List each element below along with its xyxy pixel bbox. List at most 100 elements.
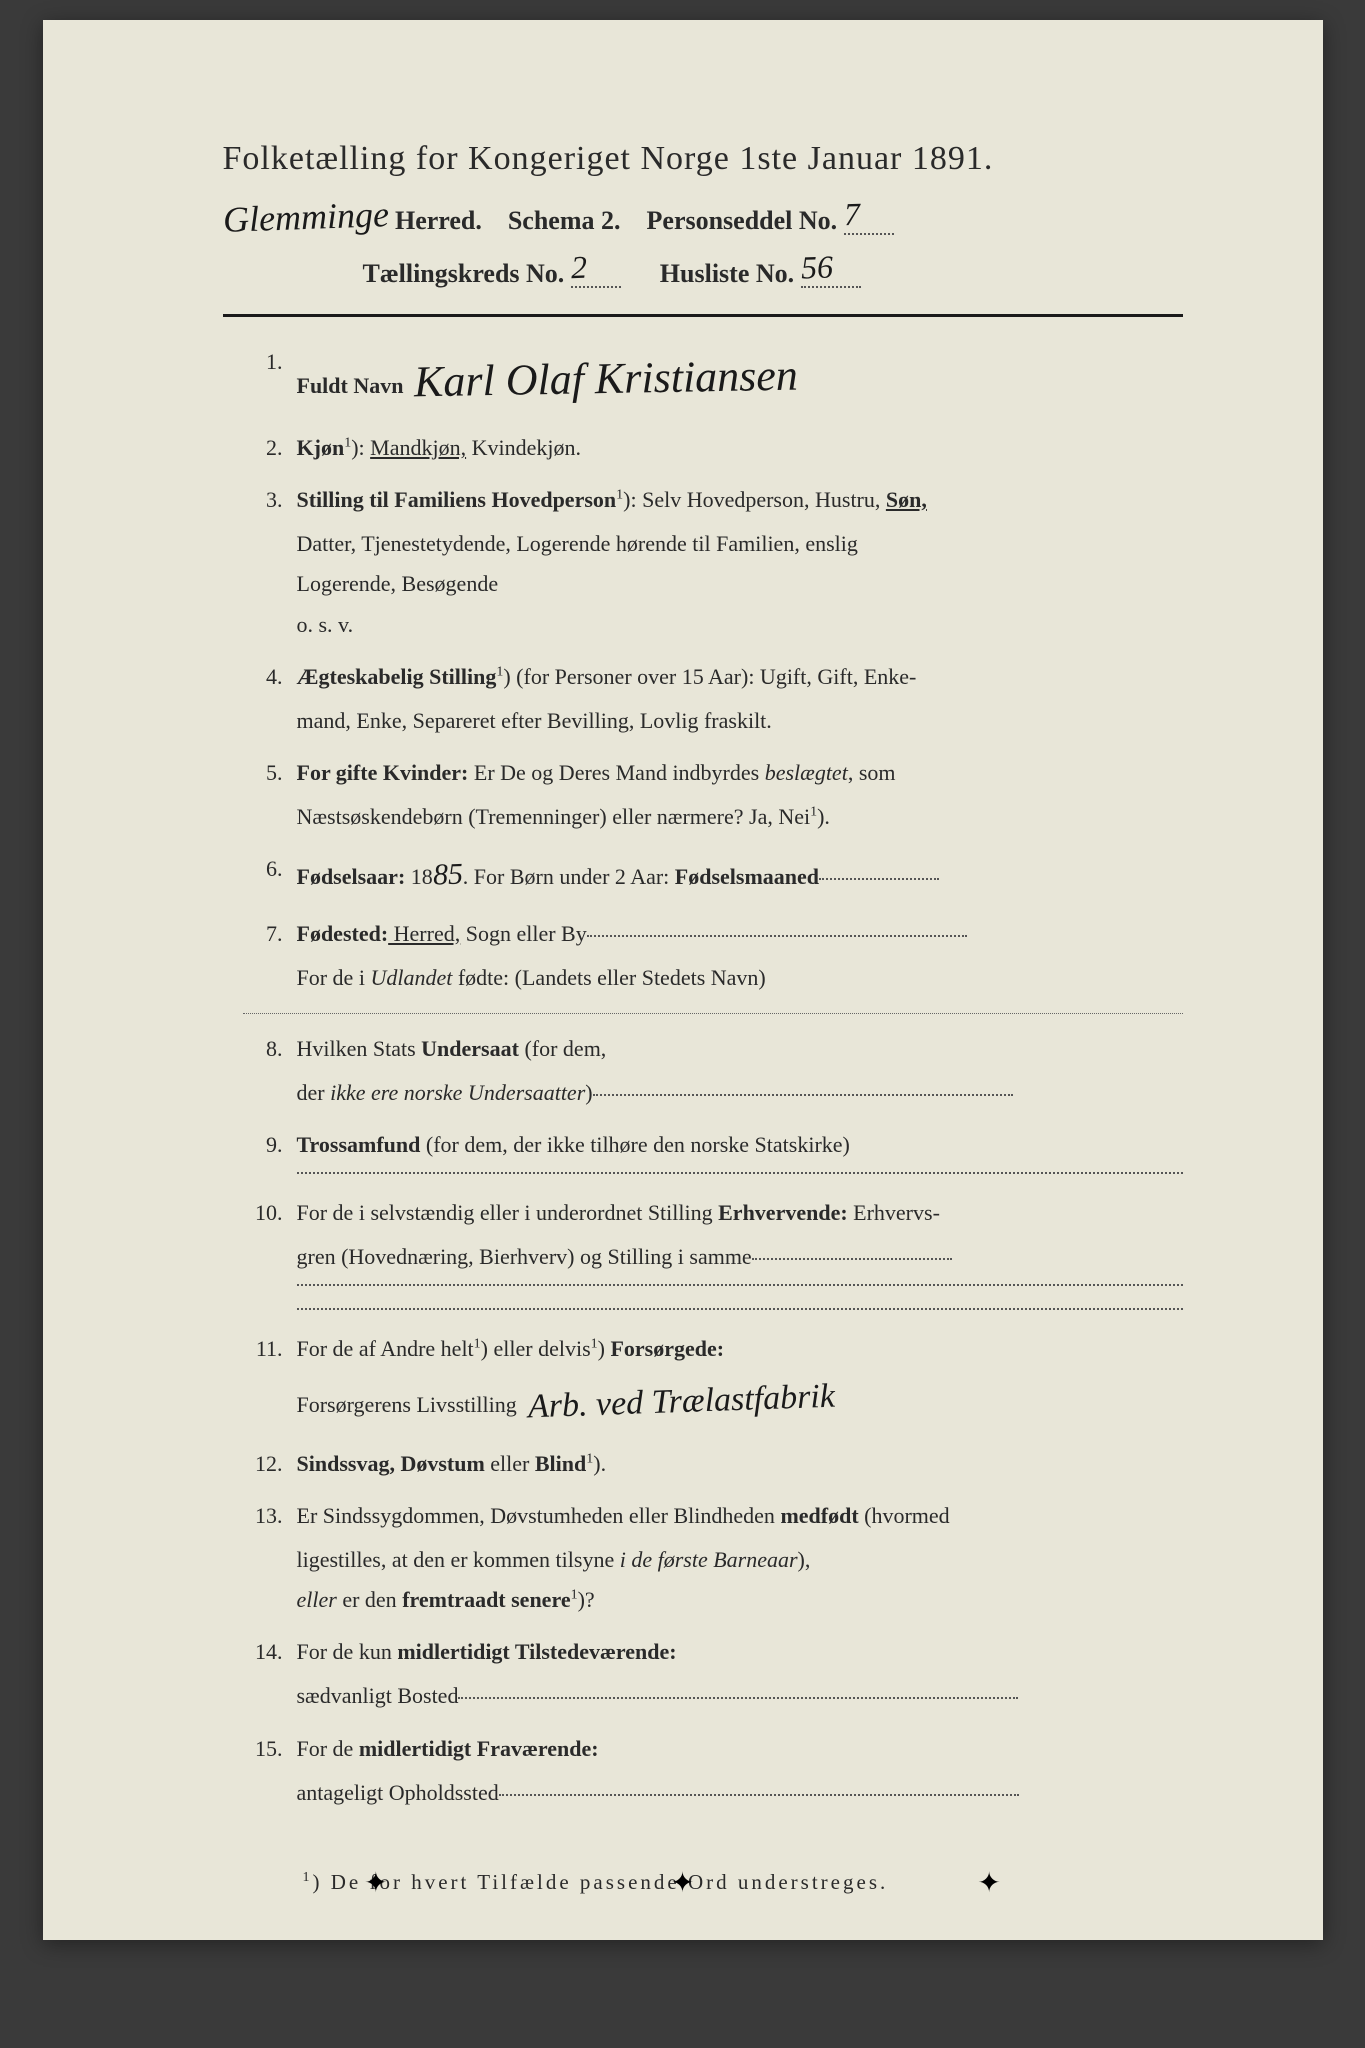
field-10-line2: gren (Hovednæring, Bierhverv) og Stillin… <box>243 1240 1183 1274</box>
field-num: 4. <box>243 660 297 694</box>
field-2: 2. Kjøn1): Mandkjøn, Kvindekjøn. <box>243 431 1183 465</box>
field-num: 5. <box>243 756 297 790</box>
post: ). <box>593 1451 606 1476</box>
line1a: For de i selvstændig eller i underordnet… <box>297 1200 719 1225</box>
field-9: 9. Trossamfund (for dem, der ikke tilhør… <box>243 1128 1183 1162</box>
mid: . For Børn under 2 Aar: <box>463 864 675 889</box>
beslaegtet: beslægtet <box>765 760 848 785</box>
section-divider-1 <box>243 1013 1183 1014</box>
kreds-line: Tællingskreds No. 2 Husliste No. 56 <box>223 253 1183 292</box>
label2: Fødselsmaaned <box>675 864 819 889</box>
line2b: ), <box>798 1547 811 1572</box>
line1b: ) eller delvis <box>481 1336 591 1361</box>
field-7: 7. Fødested: Herred, Sogn eller By <box>243 917 1183 951</box>
line1a: For de kun <box>297 1639 398 1664</box>
mid: eller <box>485 1451 535 1476</box>
field-num: 15. <box>243 1732 297 1766</box>
line1b: (hvormed <box>859 1503 950 1528</box>
blank-line <box>297 1308 1183 1310</box>
line2a: der <box>297 1080 331 1105</box>
line1: ) (for Personer over 15 Aar): Ugift, Gif… <box>503 664 916 689</box>
line2a: ligestilles, at den er kommen tilsyne <box>297 1547 620 1572</box>
mark-icon: ✦ <box>977 1866 1000 1900</box>
midl: midlertidigt Tilstedeværende: <box>397 1639 676 1664</box>
fors: Forsørgede: <box>610 1336 724 1361</box>
son-underlined: Søn, <box>886 487 927 512</box>
field-label: Sindssvag, Døvstum <box>297 1451 485 1476</box>
fremtraadt: fremtraadt senere <box>402 1587 570 1612</box>
line1a: Hvilken Stats <box>297 1036 422 1061</box>
field-num: 8. <box>243 1032 297 1066</box>
herred-label: Herred. <box>395 206 482 235</box>
field-13: 13. Er Sindssygdommen, Døvstumheden elle… <box>243 1499 1183 1533</box>
line2b: ) <box>585 1080 592 1105</box>
field-label: Kjøn <box>297 435 345 460</box>
herred-value: Glemminge <box>222 193 389 241</box>
schema-label: Schema 2. <box>508 206 621 235</box>
line1b: (for dem, <box>519 1036 606 1061</box>
kreds-label: Tællingskreds No. <box>363 259 565 288</box>
field-label: Fødested: <box>297 921 389 946</box>
field-num: 13. <box>243 1499 297 1533</box>
field-15: 15. For de midlertidigt Fraværende: <box>243 1732 1183 1766</box>
husliste-no: 56 <box>800 248 833 286</box>
post1: , som <box>848 760 896 785</box>
field-11-line2: Forsørgerens Livsstilling Arb. ved Træla… <box>243 1376 1183 1429</box>
herred-line: Glemminge Herred. Schema 2. Personseddel… <box>223 196 1183 239</box>
field-4: 4. Ægteskabelig Stilling1) (for Personer… <box>243 660 1183 694</box>
field-num: 11. <box>243 1332 297 1366</box>
midl: midlertidigt Fraværende: <box>359 1736 599 1761</box>
post: Sogn eller By <box>460 921 587 946</box>
field-12: 12. Sindssvag, Døvstum eller Blind1). <box>243 1447 1183 1481</box>
kvindekjon: Kvindekjøn. <box>472 435 581 460</box>
field-label: Ægteskabelig Stilling <box>297 664 497 689</box>
form-header: Folketælling for Kongeriget Norge 1ste J… <box>223 140 1183 317</box>
line1: (for dem, der ikke tilhøre den norske St… <box>420 1132 849 1157</box>
ide: i de første Barneaar <box>620 1547 798 1572</box>
mark-icon: ✦ <box>671 1866 694 1900</box>
field-num: 12. <box>243 1447 297 1481</box>
udlandet: Udlandet <box>370 965 452 990</box>
line3c: )? <box>578 1587 595 1612</box>
field-label: For gifte Kvinder: <box>297 760 469 785</box>
form-body: 1. Fuldt Navn Karl Olaf Kristiansen 2. K… <box>223 345 1183 1895</box>
post2: ). <box>817 804 830 829</box>
line1: Er De og Deres Mand indbyrdes <box>468 760 764 785</box>
line3b: er den <box>337 1587 402 1612</box>
line2b: fødte: (Landets eller Stedets Navn) <box>452 965 765 990</box>
binding-marks: ✦ ✦ ✦ <box>43 1866 1323 1900</box>
field-num: 3. <box>243 483 297 517</box>
field-3-line3: Logerende, Besøgende <box>243 567 1183 601</box>
medfodt: medfødt <box>780 1503 858 1528</box>
field-15-line2: antageligt Opholdssted <box>243 1776 1183 1810</box>
field-num: 6. <box>243 852 297 886</box>
header-divider <box>223 314 1183 317</box>
field-4-line2: mand, Enke, Separeret efter Bevilling, L… <box>243 704 1183 738</box>
field-1: 1. Fuldt Navn Karl Olaf Kristiansen <box>243 345 1183 413</box>
blind: Blind <box>535 1451 586 1476</box>
census-form-page: Folketælling for Kongeriget Norge 1ste J… <box>43 20 1323 1940</box>
main-title: Folketælling for Kongeriget Norge 1ste J… <box>223 140 1183 178</box>
sup1: 1 <box>474 1337 481 1352</box>
husliste-label: Husliste No. <box>660 259 794 288</box>
field-num: 10. <box>243 1196 297 1230</box>
field-num: 2. <box>243 431 297 465</box>
livsstilling-value: Arb. ved Trælastfabrik <box>527 1371 836 1434</box>
mark-icon: ✦ <box>364 1866 387 1900</box>
line1a: For de af Andre helt <box>297 1336 474 1361</box>
birth-year: 85 <box>432 852 464 900</box>
field-3-line4: o. s. v. <box>243 608 1183 642</box>
field-label: Trossamfund <box>297 1132 421 1157</box>
line1a: For de <box>297 1736 359 1761</box>
personseddel-no: 7 <box>843 196 860 234</box>
erhv: Erhvervende: <box>718 1200 848 1225</box>
field-label: Fødselsaar: <box>297 864 406 889</box>
line2a: For de i <box>297 965 371 990</box>
field-5-line2: Næstsøskendebørn (Tremenninger) eller næ… <box>243 800 1183 834</box>
line2: antageligt Opholdssted <box>297 1780 499 1805</box>
field-label: Stilling til Familiens Hovedperson <box>297 487 617 512</box>
field-7-line2: For de i Udlandet fødte: (Landets eller … <box>243 961 1183 995</box>
field-label: Fuldt Navn <box>297 373 404 398</box>
field-13-line2: ligestilles, at den er kommen tilsyne i … <box>243 1543 1183 1577</box>
post: ): <box>351 435 370 460</box>
